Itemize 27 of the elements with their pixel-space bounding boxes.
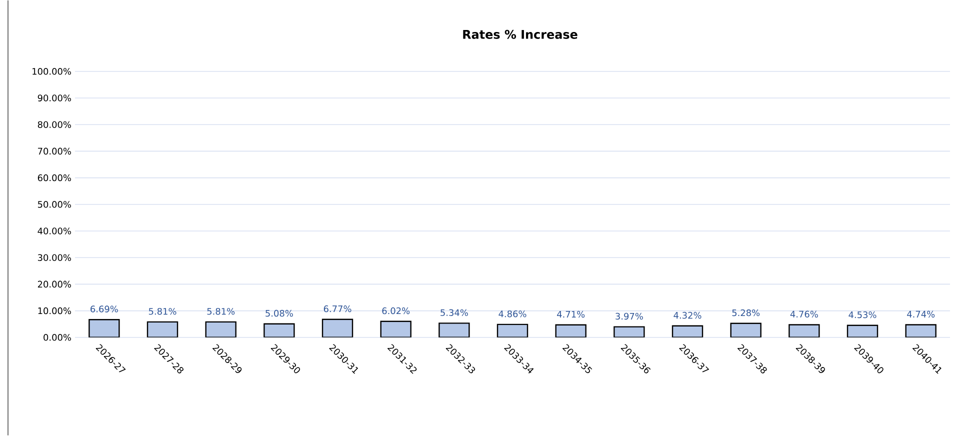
data-label: 5.34%	[440, 309, 468, 316]
data-label: 4.71%	[557, 310, 585, 318]
y-tick-label: 80.00%	[38, 121, 71, 128]
y-tick-label: 50.00%	[38, 200, 71, 208]
data-label: 5.08%	[266, 310, 293, 316]
data-label: 4.76%	[790, 310, 818, 318]
data-label: 4.86%	[498, 310, 526, 318]
y-tick-label: 100.00%	[32, 68, 71, 75]
data-label: 4.53%	[848, 311, 876, 318]
data-label: 4.32%	[674, 312, 702, 319]
data-label: 6.77%	[324, 305, 352, 312]
y-tick-label: 30.00%	[38, 254, 71, 261]
y-tick-label: 40.00%	[38, 227, 71, 234]
data-label: 5.81%	[148, 308, 176, 315]
y-tick-label: 70.00%	[38, 148, 71, 154]
data-label: 4.74%	[907, 310, 935, 318]
y-tick-label: 90.00%	[38, 94, 71, 102]
y-tick-label: 10.00%	[38, 307, 71, 314]
y-tick-label: 20.00%	[38, 280, 71, 288]
data-label: 5.81%	[207, 308, 235, 315]
data-label: 5.28%	[732, 309, 760, 316]
data-label: 6.02%	[382, 307, 410, 314]
chart-title: Rates % Increase	[463, 30, 578, 39]
data-label: 6.69%	[90, 305, 118, 312]
y-tick-label: 60.00%	[38, 174, 71, 181]
data-label: 3.97%	[616, 312, 643, 320]
y-tick-label: 0.00%	[44, 334, 71, 341]
